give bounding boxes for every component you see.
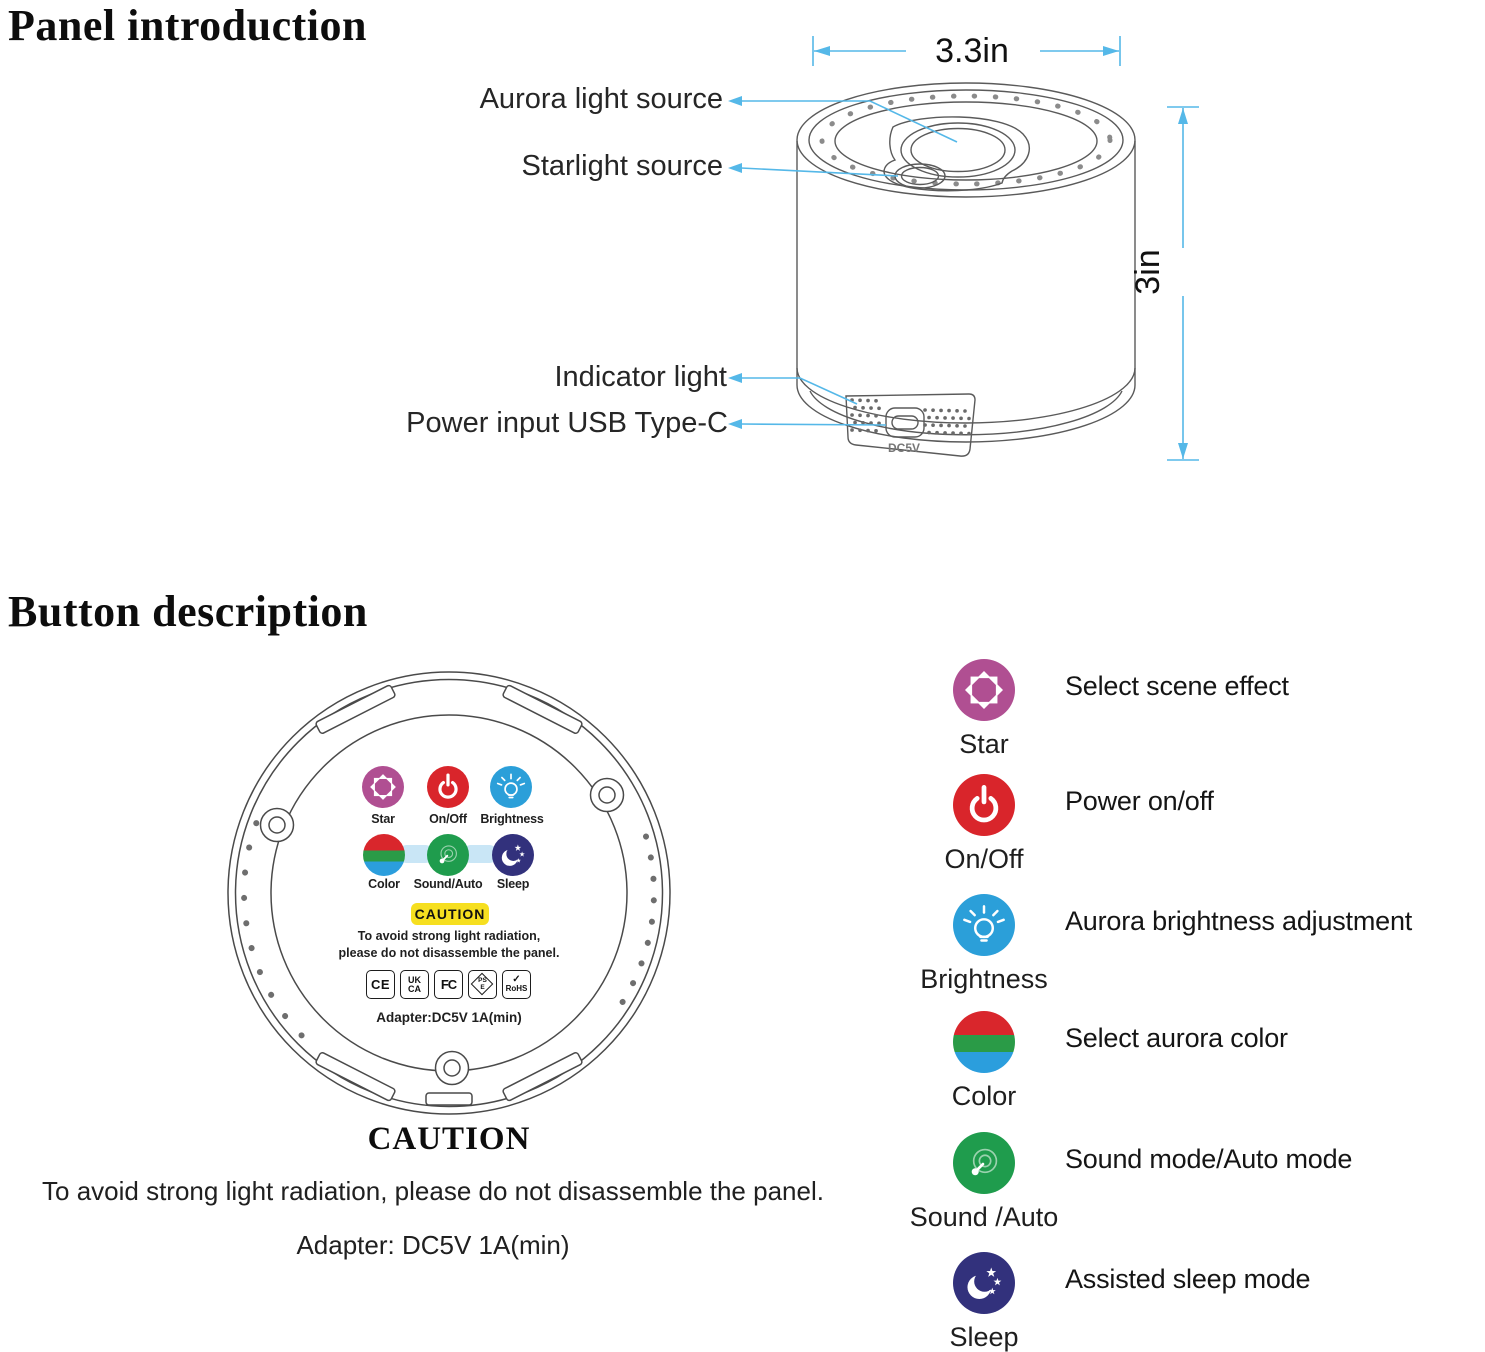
leader-lines bbox=[740, 100, 958, 426]
check-icon: ✓ bbox=[512, 974, 521, 985]
panel-sleep-label: Sleep bbox=[496, 877, 530, 891]
legend-sleep-description: Assisted sleep mode bbox=[1065, 1264, 1311, 1294]
width-dimension bbox=[812, 36, 1121, 66]
panel-star-label: Star bbox=[371, 812, 395, 826]
button-connector bbox=[398, 845, 434, 863]
sleep-button-icon bbox=[953, 1252, 1015, 1314]
brightness-button bbox=[490, 766, 532, 808]
ukca-logo: UK CA bbox=[400, 970, 429, 999]
panel-introduction-title: Panel introduction bbox=[8, 1, 368, 50]
legend-sound-auto-description: Sound mode/Auto mode bbox=[1065, 1144, 1353, 1174]
color-icon bbox=[363, 834, 405, 876]
brightness-icon bbox=[953, 894, 1015, 956]
power-button bbox=[427, 766, 469, 808]
aurora-lens bbox=[900, 122, 1016, 178]
legend-sleep-label: Sleep bbox=[949, 1322, 1019, 1352]
sound-auto-icon bbox=[953, 1132, 1015, 1194]
color-button-icon bbox=[953, 1011, 1015, 1073]
sleep-icon bbox=[953, 1252, 1015, 1314]
ce-logo: CE bbox=[366, 970, 395, 999]
lens-housing bbox=[883, 116, 1030, 192]
caution-badge: CAUTION bbox=[411, 903, 489, 925]
panel-caution-text: To avoid strong light radiation, please … bbox=[338, 929, 560, 960]
brightness-button-icon bbox=[953, 894, 1015, 956]
leader-arrowheads bbox=[728, 96, 742, 429]
star-button bbox=[362, 766, 404, 808]
legend-color-label: Color bbox=[951, 1081, 1017, 1111]
button-connector bbox=[462, 845, 498, 863]
indicator-light-label: Indicator light bbox=[554, 361, 728, 393]
panel-brightness-label: Brightness bbox=[480, 812, 544, 826]
certification-logos: CE UK CA FC PS E ✓ RoHS bbox=[366, 970, 531, 999]
sleep-icon bbox=[492, 834, 534, 876]
caution-sentence: To avoid strong light radiation, please … bbox=[42, 1176, 824, 1206]
legend-brightness-description: Aurora brightness adjustment bbox=[1065, 906, 1413, 936]
legend-row-sleep: Sleep Assisted sleep mode bbox=[0, 1252, 1485, 1352]
legend-row-brightness: Brightness Aurora brightness adjustment bbox=[0, 894, 1485, 1004]
legend-row-color: Color Select aurora color bbox=[0, 1011, 1485, 1121]
panel-sound-auto-label: Sound/Auto bbox=[413, 877, 483, 891]
legend-onoff-label: On/Off bbox=[944, 844, 1024, 874]
sound-auto-button bbox=[427, 834, 469, 876]
legend-color-description: Select aurora color bbox=[1065, 1023, 1288, 1053]
height-dimension-label: 3in bbox=[1129, 249, 1167, 294]
projector-drawing: DC5V bbox=[796, 82, 1136, 457]
port-voltage-label: DC5V bbox=[888, 441, 920, 455]
power-icon bbox=[953, 774, 1015, 836]
legend-row-sound-auto: Sound /Auto Sound mode/Auto mode bbox=[0, 1132, 1485, 1242]
color-icon bbox=[953, 1011, 1015, 1073]
star-icon bbox=[362, 766, 404, 808]
height-dimension bbox=[1167, 106, 1199, 461]
panel-onoff-label: On/Off bbox=[429, 812, 467, 826]
star-lens bbox=[894, 163, 946, 189]
legend-sound-auto-label: Sound /Auto bbox=[909, 1202, 1059, 1232]
legend-brightness-label: Brightness bbox=[920, 964, 1048, 994]
color-button bbox=[363, 834, 405, 876]
legend-star-label: Star bbox=[959, 729, 1009, 759]
caution-heading: CAUTION bbox=[367, 1121, 531, 1157]
power-button-icon bbox=[953, 774, 1015, 836]
rohs-logo: ✓ RoHS bbox=[502, 970, 531, 999]
power-icon bbox=[427, 766, 469, 808]
pse-logo: PS E bbox=[468, 970, 497, 999]
sound-auto-icon bbox=[427, 834, 469, 876]
top-rim-hole-ring bbox=[819, 93, 1113, 187]
width-dimension-label: 3.3in bbox=[935, 32, 1009, 70]
star-icon bbox=[953, 659, 1015, 721]
adapter-sentence: Adapter: DC5V 1A(min) bbox=[296, 1230, 570, 1260]
legend-onoff-description: Power on/off bbox=[1065, 786, 1214, 816]
legend-row-star: Star Select scene effect bbox=[0, 659, 1485, 769]
panel-color-label: Color bbox=[368, 877, 400, 891]
usb-c-port bbox=[891, 415, 919, 430]
legend-star-description: Select scene effect bbox=[1065, 671, 1289, 701]
sound-auto-button-icon bbox=[953, 1132, 1015, 1194]
panel-adapter-text: Adapter:DC5V 1A(min) bbox=[376, 1010, 522, 1025]
speaker-holes bbox=[850, 398, 971, 436]
brightness-icon bbox=[490, 766, 532, 808]
power-input-label: Power input USB Type-C bbox=[406, 407, 728, 439]
button-description-title: Button description bbox=[8, 587, 368, 636]
sleep-button bbox=[492, 834, 534, 876]
fcc-logo: FC bbox=[434, 970, 463, 999]
usb-panel bbox=[845, 393, 976, 457]
legend-row-onoff: On/Off Power on/off bbox=[0, 774, 1485, 884]
aurora-light-source-label: Aurora light source bbox=[479, 83, 723, 115]
starlight-source-label: Starlight source bbox=[521, 150, 724, 182]
star-button-icon bbox=[953, 659, 1015, 721]
